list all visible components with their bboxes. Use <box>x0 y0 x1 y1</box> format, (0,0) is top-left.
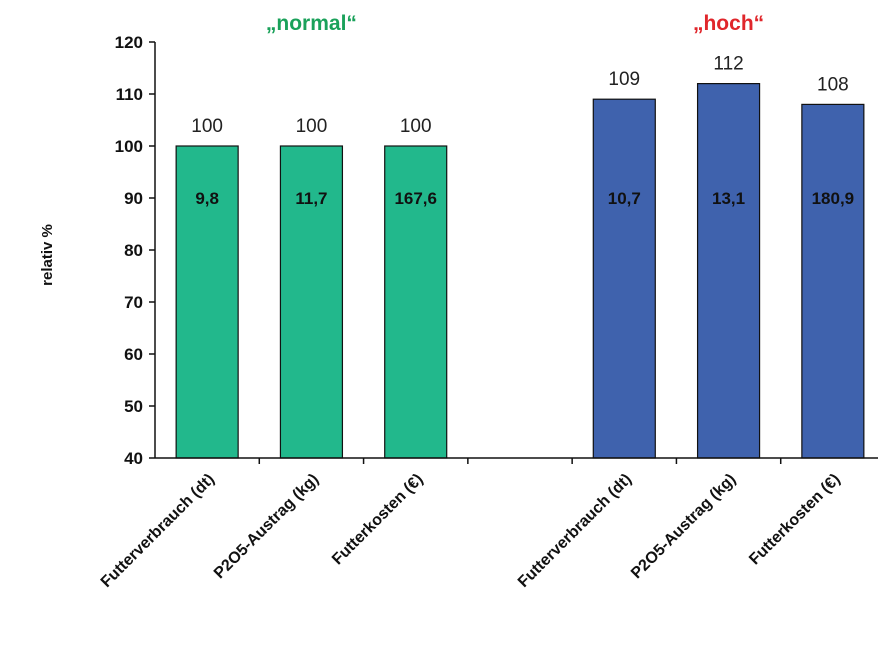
bar <box>279 145 344 459</box>
y-tick-label: 100 <box>115 137 143 156</box>
bar-value-label: 109 <box>608 69 640 90</box>
bar-inner-label: 10,7 <box>608 189 641 208</box>
bar-value-label: 100 <box>296 116 328 137</box>
x-category-label: P2O5-Austrag (kg) <box>211 471 322 582</box>
y-tick-label: 110 <box>116 85 143 104</box>
bar-inner-label: 167,6 <box>394 189 437 208</box>
bar-inner-label: 13,1 <box>712 189 745 208</box>
bar-value-label: 108 <box>817 74 849 95</box>
x-category-label: Futterkosten (€) <box>329 471 427 569</box>
x-category-label: Futterverbrauch (dt) <box>515 471 635 591</box>
y-tick-label: 70 <box>124 293 143 312</box>
group-title: „normal“ <box>266 12 357 35</box>
bar <box>801 103 865 459</box>
bar <box>696 82 761 459</box>
group-title: „hoch“ <box>693 12 764 35</box>
bar <box>175 145 239 459</box>
bar-value-label: 100 <box>191 116 223 137</box>
x-category-label: P2O5-Austrag (kg) <box>628 471 739 582</box>
bar-inner-label: 180,9 <box>812 189 855 208</box>
bar-value-label: 112 <box>713 54 743 75</box>
y-tick-label: 40 <box>124 449 143 468</box>
y-tick-label: 90 <box>124 189 143 208</box>
bar <box>592 98 656 459</box>
y-axis-label: relativ % <box>39 224 56 286</box>
bar-inner-label: 9,8 <box>195 189 219 208</box>
bar <box>384 145 448 459</box>
y-tick-label: 120 <box>115 33 143 52</box>
y-tick-label: 80 <box>124 241 143 260</box>
x-category-label: Futterkosten (€) <box>746 471 844 569</box>
y-tick-label: 60 <box>124 345 143 364</box>
bar-inner-label: 11,7 <box>295 189 327 208</box>
bar-value-label: 100 <box>400 116 432 137</box>
x-category-label: Futterverbrauch (dt) <box>98 471 218 591</box>
y-tick-label: 50 <box>124 397 143 416</box>
